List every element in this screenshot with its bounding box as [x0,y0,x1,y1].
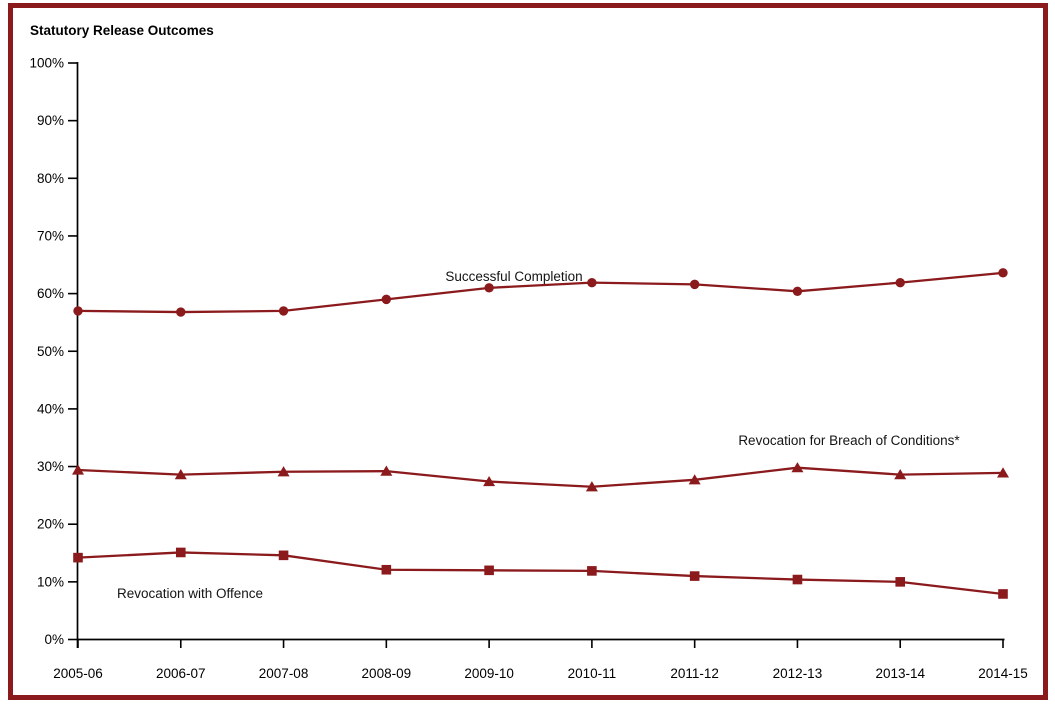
series-line-revocation-for-breach-of-conditions [77,466,1004,488]
y-tick-label: 70% [37,228,64,243]
series-marker-square-revocation-with-offence [895,577,906,587]
series-marker-square-revocation-with-offence [381,564,392,575]
series-marker-triangle-revocation-for-breach-of-conditions [791,462,804,473]
series-marker-circle-successful-completion [484,283,494,293]
series-line-successful-completion [77,271,1004,314]
series-marker-triangle-revocation-for-breach-of-conditions [72,464,84,475]
x-tick-label: 2011-12 [670,666,719,681]
chart-title: Statutory Release Outcomes [30,23,214,38]
chart-border-frame [8,3,1048,700]
x-tick-label: 2014-15 [978,666,1028,681]
y-tick-label: 30% [37,459,64,474]
y-tick-label: 20% [37,517,64,532]
series-marker-square-revocation-with-offence [73,552,83,563]
series-line-revocation-with-offence [77,551,1004,596]
y-tick-label: 60% [37,286,64,301]
series-marker-circle-successful-completion [381,294,392,305]
series-marker-triangle-revocation-for-breach-of-conditions [483,475,496,487]
series-marker-square-revocation-with-offence [278,550,289,561]
x-tick-label: 2009-10 [464,666,514,681]
y-tick-label: 40% [37,401,64,416]
y-tick-label: 0% [44,632,64,647]
series-marker-triangle-revocation-for-breach-of-conditions [894,469,907,480]
series-marker-circle-successful-completion [176,307,186,317]
series-label-revocation-with-offence: Revocation with Offence [117,586,263,601]
series-marker-triangle-revocation-for-breach-of-conditions [997,467,1009,478]
series-marker-triangle-revocation-for-breach-of-conditions [688,474,701,485]
series-marker-square-revocation-with-offence [792,574,803,585]
x-tick-label: 2010-11 [568,666,617,681]
x-tick-label: 2007-08 [259,666,309,681]
series-marker-circle-successful-completion [998,268,1008,278]
series-marker-triangle-revocation-for-breach-of-conditions [174,469,187,480]
series-marker-circle-successful-completion [73,306,83,316]
y-tick-label: 50% [37,344,64,359]
series-label-revocation-for-breach-of-conditions: Revocation for Breach of Conditions* [738,433,960,448]
series-marker-circle-successful-completion [587,277,597,288]
series-marker-square-revocation-with-offence [484,565,494,576]
series-marker-circle-successful-completion [278,306,289,316]
y-tick-label: 10% [37,574,64,589]
y-tick-label: 80% [37,171,64,186]
x-tick-label: 2013-14 [875,666,925,681]
series-marker-circle-successful-completion [792,286,803,296]
series-marker-circle-successful-completion [689,279,700,290]
series-marker-triangle-revocation-for-breach-of-conditions [585,481,598,492]
series-marker-square-revocation-with-offence [175,547,186,558]
series-marker-square-revocation-with-offence [689,571,700,581]
series-marker-square-revocation-with-offence [587,566,597,576]
series-marker-circle-successful-completion [895,277,905,288]
y-tick-label: 90% [37,113,64,128]
series-marker-triangle-revocation-for-breach-of-conditions [380,465,393,476]
series-marker-triangle-revocation-for-breach-of-conditions [277,466,290,477]
x-tick-label: 2008-09 [362,666,412,681]
series-marker-square-revocation-with-offence [998,589,1008,599]
series-label-successful-completion: Successful Completion [445,269,582,284]
x-tick-label: 2005-06 [53,666,103,681]
x-tick-label: 2012-13 [773,666,823,681]
x-tick-label: 2006-07 [156,666,206,681]
y-tick-label: 100% [29,56,64,71]
